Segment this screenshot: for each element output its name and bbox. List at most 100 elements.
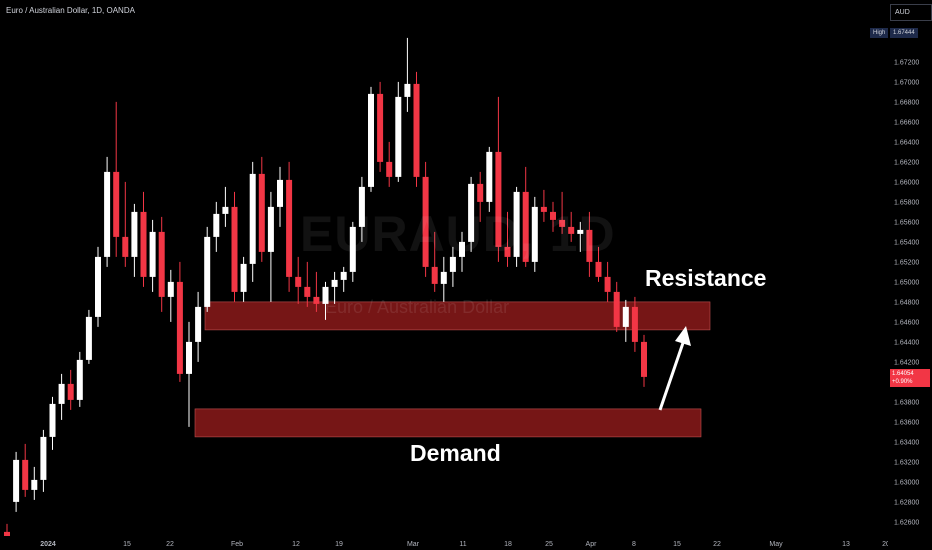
candle-body <box>586 229 593 262</box>
candle <box>368 86 374 192</box>
candle-body <box>641 341 647 377</box>
candle-body <box>622 306 629 327</box>
candlestick-chart[interactable] <box>0 0 888 536</box>
candle-body <box>431 266 438 284</box>
candle <box>495 96 502 262</box>
last-price-tag: 1.64054 +0.90% <box>890 369 930 387</box>
candle-body <box>440 271 447 284</box>
candle <box>176 261 183 382</box>
x-tick-label: 19 <box>335 541 343 548</box>
candle-body <box>58 383 65 404</box>
candle <box>13 451 20 512</box>
candle <box>440 256 447 302</box>
candle-body <box>213 213 220 237</box>
candle <box>422 161 429 277</box>
x-tick-label: 25 <box>545 541 553 548</box>
candle <box>531 196 538 272</box>
candle <box>395 81 402 182</box>
candle <box>413 71 420 187</box>
candle-body <box>340 271 347 280</box>
x-tick-label: 15 <box>673 541 681 548</box>
candle-body <box>131 211 138 257</box>
x-tick-label: 11 <box>459 541 466 548</box>
y-tick-label: 1.65800 <box>894 199 919 206</box>
candle <box>213 201 220 252</box>
candle-body <box>76 359 83 400</box>
arrow-shaft <box>658 339 686 411</box>
candle-body <box>22 459 29 490</box>
x-ticks: 2024 15 22 Feb 12 19 Mar 11 18 25 Apr 8 15 22 May 13 20 <box>40 541 888 548</box>
high-marker: High 1.67444 <box>870 28 932 38</box>
candle <box>522 166 529 267</box>
candle-body <box>195 306 202 342</box>
candle-body <box>258 173 265 252</box>
y-tick-label: 1.65600 <box>894 219 919 226</box>
candle <box>577 221 584 252</box>
candle-body <box>495 151 502 247</box>
candle-body <box>477 183 484 202</box>
candle-body <box>13 459 20 502</box>
candle <box>386 141 393 187</box>
candle <box>49 396 56 450</box>
candle <box>286 161 293 292</box>
candle <box>22 443 29 497</box>
candle <box>349 221 356 282</box>
currency-selector[interactable]: AUD <box>890 4 932 21</box>
candle <box>104 156 111 267</box>
candle <box>167 269 174 322</box>
candle-body <box>386 161 393 177</box>
resistance-label: Resistance <box>645 265 767 291</box>
candle-body <box>313 296 320 304</box>
x-tick-label: 22 <box>713 541 721 548</box>
candle <box>431 231 438 292</box>
candle-body <box>49 403 56 437</box>
candle-body <box>85 316 92 360</box>
candle <box>40 429 47 492</box>
y-tick-label: 1.67000 <box>894 79 919 86</box>
candle-body <box>368 93 374 187</box>
candle-body <box>358 186 365 227</box>
candle-body <box>577 229 584 234</box>
candle-body <box>322 286 329 304</box>
candle <box>313 271 320 312</box>
candle <box>131 203 138 277</box>
x-tick-label: 2024 <box>40 541 56 548</box>
candle-body <box>413 83 420 177</box>
zone-demand <box>194 408 702 438</box>
candle <box>222 186 229 227</box>
x-tick-label: Feb <box>231 541 243 548</box>
y-tick-label: 1.66400 <box>894 139 919 146</box>
candle <box>504 211 511 267</box>
candle <box>95 246 101 327</box>
time-axis[interactable]: 2024 15 22 Feb 12 19 Mar 11 18 25 Apr 8 15 22 May 13 20 <box>0 536 888 550</box>
candle <box>4 523 10 536</box>
candle-body <box>304 286 311 297</box>
high-marker-label: High <box>870 28 889 38</box>
candle-body <box>349 226 356 272</box>
candle <box>586 211 593 277</box>
candle-body <box>631 306 638 342</box>
candles-layer <box>4 37 647 536</box>
candle <box>404 37 411 112</box>
candle-body <box>486 151 493 202</box>
y-tick-label: 1.64800 <box>894 299 919 306</box>
demand-label: Demand <box>410 440 501 466</box>
candle-body <box>231 206 238 292</box>
candle-body <box>122 236 129 257</box>
candle-body <box>222 206 229 214</box>
candle <box>85 309 92 364</box>
y-tick-label: 1.66800 <box>894 99 919 106</box>
x-tick-label: 22 <box>166 541 174 548</box>
candle-body <box>550 211 556 220</box>
candle <box>631 296 638 352</box>
price-axis[interactable]: 1.67200 1.67000 1.66800 1.66600 1.66400 1.662… <box>888 0 932 536</box>
candle-body <box>377 93 384 162</box>
candle-body <box>204 236 211 307</box>
candle-body <box>186 341 192 374</box>
candle-body <box>286 179 293 277</box>
candle-body <box>277 179 283 207</box>
candle-body <box>404 83 411 97</box>
y-tick-label: 1.64600 <box>894 319 919 326</box>
candle-body <box>559 219 566 227</box>
candle-body <box>295 276 302 287</box>
